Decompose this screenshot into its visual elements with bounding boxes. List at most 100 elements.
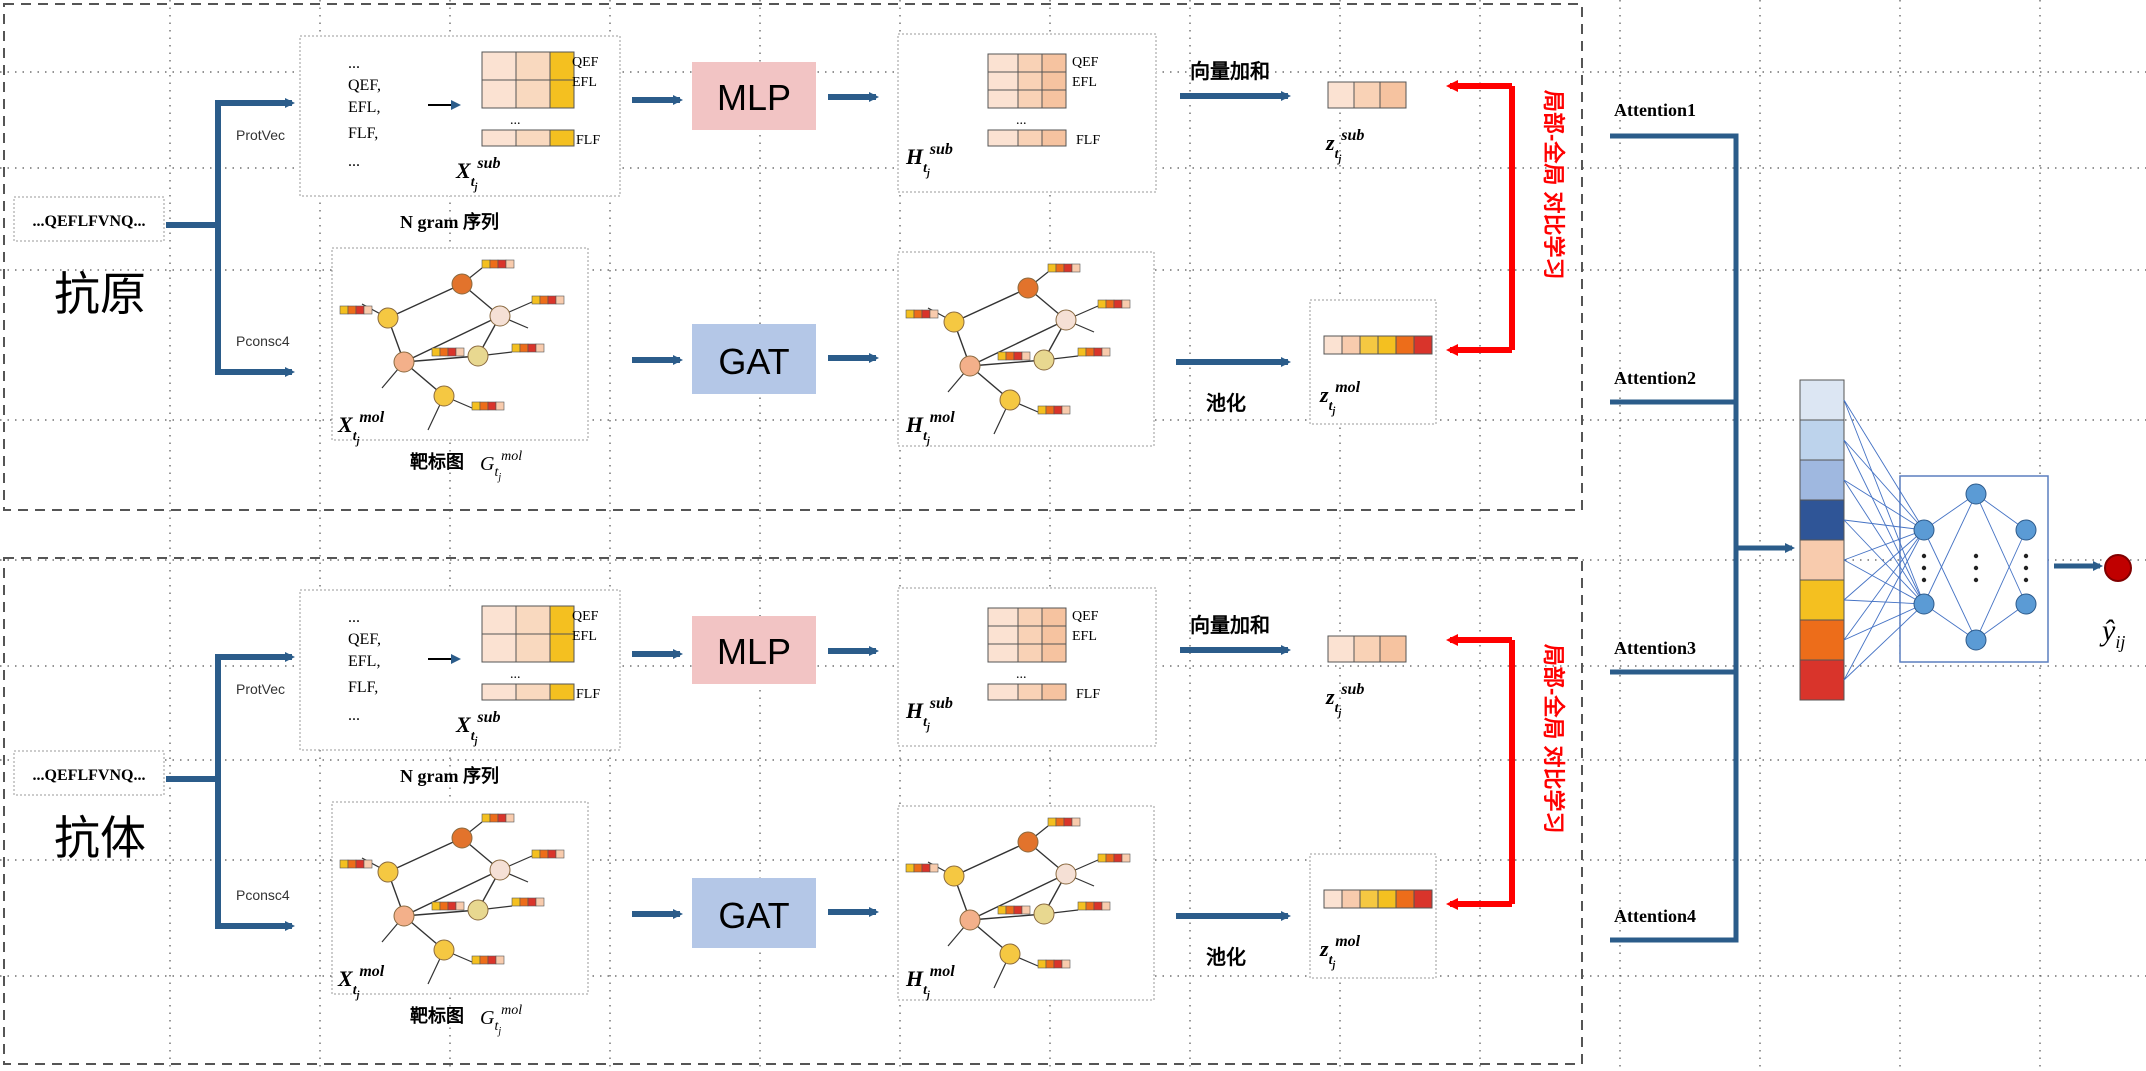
graph-node <box>999 943 1021 965</box>
embedding-cell <box>1799 619 1845 661</box>
ffn-edge <box>1975 529 2027 641</box>
node-feature-cell <box>921 863 931 873</box>
graph-node <box>489 859 511 881</box>
graph-node <box>1033 903 1055 925</box>
node-feature-cell <box>1085 347 1095 357</box>
pool-label: 池化 <box>1206 391 1246 415</box>
matrix-row-label: FLF <box>576 133 600 148</box>
ngram-line: ... <box>348 707 360 724</box>
node-feature-cell <box>1077 901 1087 911</box>
node-feature-cell <box>1013 351 1023 361</box>
ffn-edge <box>1843 559 1925 605</box>
node-feature-cell <box>1071 263 1081 273</box>
node-feature-cell <box>539 295 549 305</box>
ffn-edge <box>1843 479 1925 605</box>
node-feature-cell <box>905 309 915 319</box>
ngram-line: ... <box>348 153 360 170</box>
node-feature-cell <box>547 849 557 859</box>
g-mol-symbol: Gtjmol <box>480 1003 522 1037</box>
attention-label-4: Attention4 <box>1614 906 1696 926</box>
ngram-matrix <box>481 51 575 147</box>
node-feature-cell <box>539 849 549 859</box>
mlp-label: MLP <box>717 631 791 672</box>
contrast-label: 局部-全局 对比学习 <box>1541 644 1566 833</box>
node-feature-cell <box>1037 959 1047 969</box>
ffn-ellipsis-dot <box>1973 553 1979 559</box>
node-feature-cell <box>1061 959 1071 969</box>
node-feature-cell <box>479 401 489 411</box>
h-row-label: FLF <box>1076 687 1100 702</box>
graph-caption: 靶标图 <box>410 451 464 472</box>
node-feature-cell <box>527 897 537 907</box>
embedding-cell <box>1799 419 1845 461</box>
node-feature-cell <box>905 863 915 873</box>
node-feature-cell <box>439 901 449 911</box>
graph-node <box>1017 831 1039 853</box>
node-feature-cell <box>439 347 449 357</box>
protvec-label: ProtVec <box>236 681 285 697</box>
graph-caption: 靶标图 <box>410 1005 464 1026</box>
node-feature-cell <box>547 295 557 305</box>
ffn-edge <box>1923 529 1977 641</box>
node-feature-cell <box>1097 853 1107 863</box>
ngram-line: ... <box>348 609 360 626</box>
matrix-ellipsis: ... <box>510 113 521 128</box>
node-feature-cell <box>1097 299 1107 309</box>
embedding-cell <box>1799 379 1845 421</box>
ngram-caption: N gram 序列 <box>400 765 499 786</box>
graph-node <box>377 307 399 329</box>
ffn-ellipsis-dot <box>1921 577 1927 583</box>
ffn-ellipsis-dot <box>1921 565 1927 571</box>
h-row-label: EFL <box>1072 629 1097 644</box>
mlp-module <box>692 62 816 130</box>
node-feature-cell <box>1021 351 1031 361</box>
h-row-label: FLF <box>1076 133 1100 148</box>
matrix-row-label: EFL <box>572 75 597 90</box>
ffn-ellipsis-dot <box>1973 577 1979 583</box>
node-feature-cell <box>1113 853 1123 863</box>
ffn-edge <box>1843 603 1925 681</box>
node-feature-cell <box>555 849 565 859</box>
ffn-edge <box>1843 439 1925 531</box>
node-feature-cell <box>431 901 441 911</box>
fused-embedding-vector <box>1799 379 1845 701</box>
node-feature-cell <box>1037 405 1047 415</box>
pconsc4-label: Pconsc4 <box>236 333 290 349</box>
z-sub-vector <box>1327 635 1407 663</box>
node-feature-cell <box>1113 299 1123 309</box>
antibody-panel-border <box>3 557 1583 1065</box>
node-feature-cell <box>913 863 923 873</box>
graph-node <box>451 827 473 849</box>
ffn-edge <box>1843 399 1925 605</box>
pool-label: 池化 <box>1206 945 1246 969</box>
graph-edge <box>969 873 1067 921</box>
z-mol-vector <box>1323 335 1433 355</box>
node-feature-cell <box>1045 405 1055 415</box>
graph-edge <box>969 913 1045 921</box>
attention-aggregator: Attention1 Attention2 Attention3 Attenti… <box>1610 100 1795 943</box>
matrix-row-label: FLF <box>576 687 600 702</box>
node-feature-cell <box>1047 817 1057 827</box>
antigen-sequence: ...QEFLFVNQ... <box>33 213 146 230</box>
node-feature-cell <box>471 955 481 965</box>
node-feature-cell <box>447 901 457 911</box>
z-sub-symbol: ztjsub <box>1325 127 1364 165</box>
node-feature-cell <box>519 343 529 353</box>
graph-edge <box>387 837 463 873</box>
node-feature-cell <box>489 259 499 269</box>
molecule-graph <box>339 813 565 985</box>
attention-label-2: Attention2 <box>1614 368 1696 388</box>
graph-edge <box>403 355 479 363</box>
output-symbol: ŷij <box>2099 614 2125 652</box>
node-feature-cell <box>339 859 349 869</box>
embedding-cell <box>1799 579 1845 621</box>
graph-node <box>489 305 511 327</box>
node-feature-cell <box>531 295 541 305</box>
node-feature-cell <box>347 305 357 315</box>
ffn-edge <box>1975 493 2027 605</box>
antibody-split-arrow-bottom <box>166 776 295 931</box>
embedding-cell <box>1799 499 1845 541</box>
antibody-sequence-box <box>13 750 165 796</box>
graph-node <box>999 389 1021 411</box>
